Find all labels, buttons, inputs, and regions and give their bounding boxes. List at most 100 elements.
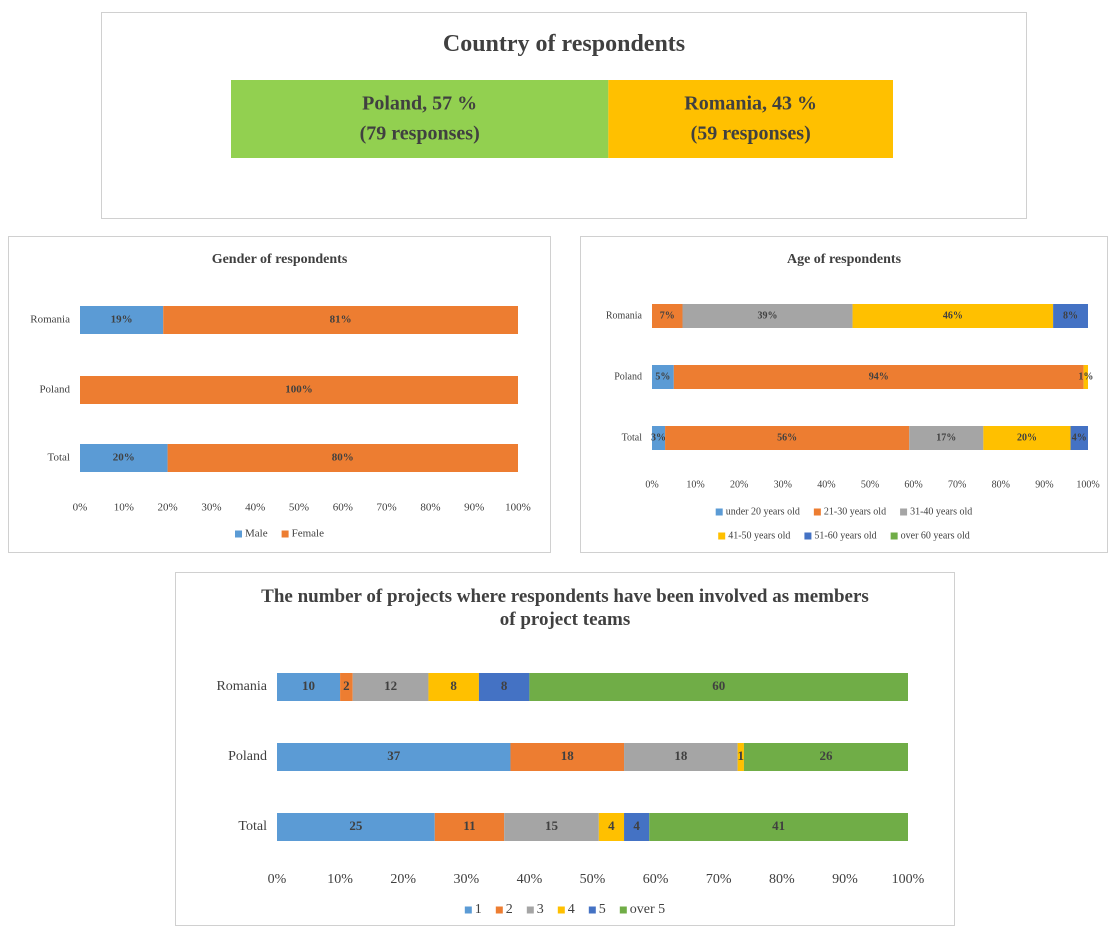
bar-segment	[743, 743, 908, 771]
x-tick-label: 10%	[327, 872, 353, 887]
x-tick-label: 90%	[832, 872, 858, 887]
x-tick-label: 40%	[517, 872, 543, 887]
data-label: Romania, 43 %	[684, 93, 817, 115]
legend-label: 3	[537, 902, 544, 917]
legend-swatch	[588, 906, 596, 914]
x-tick-label: 70%	[706, 872, 732, 887]
data-label: 39%	[758, 310, 778, 321]
data-label-note: (59 responses)	[691, 123, 811, 145]
bar-segment	[167, 444, 518, 472]
bar-segment	[737, 743, 744, 771]
data-label: 41	[772, 818, 785, 833]
x-tick-label: 100%	[892, 872, 925, 887]
data-label: 60	[712, 678, 725, 693]
data-label: 19%	[111, 314, 133, 326]
bar-segment	[1070, 426, 1088, 450]
data-label: 18	[561, 748, 575, 763]
bar-segment	[608, 80, 893, 158]
data-label: 17%	[936, 432, 956, 443]
legend-swatch	[813, 508, 821, 516]
y-tick-label: Total	[48, 452, 70, 464]
legend-label: 4	[568, 902, 575, 917]
x-tick-label: 80%	[420, 502, 440, 514]
legend-label: 2	[506, 902, 513, 917]
bar-segment	[529, 673, 908, 701]
y-tick-label: Total	[622, 432, 643, 443]
legend-label: 41-50 years old	[728, 530, 790, 541]
y-tick-label: Total	[238, 819, 267, 834]
x-tick-label: 90%	[464, 502, 484, 514]
bar-segment	[1053, 304, 1088, 328]
x-tick-label: 10%	[114, 502, 134, 514]
bar-segment	[163, 306, 518, 334]
data-label: 1	[738, 748, 745, 763]
data-label: 20%	[113, 452, 135, 464]
bar-segment	[598, 813, 625, 841]
data-label: 100%	[285, 384, 313, 396]
bar-segment	[682, 304, 853, 328]
x-tick-label: 80%	[992, 479, 1010, 490]
data-label: 56%	[777, 432, 797, 443]
legend-swatch	[718, 532, 726, 540]
legend-swatch	[235, 530, 242, 538]
bar-segment	[478, 673, 530, 701]
x-tick-label: 40%	[245, 502, 265, 514]
x-tick-label: 30%	[201, 502, 221, 514]
x-tick-label: 30%	[453, 872, 479, 887]
x-tick-label: 80%	[769, 872, 795, 887]
legend-swatch	[557, 906, 565, 914]
legend-label: 51-60 years old	[814, 530, 876, 541]
data-label: 3%	[651, 432, 666, 443]
bar-segment	[652, 426, 666, 450]
x-tick-label: 20%	[730, 479, 748, 490]
x-tick-label: 0%	[73, 502, 88, 514]
x-tick-label: 40%	[817, 479, 835, 490]
x-tick-label: 70%	[377, 502, 397, 514]
legend-swatch	[804, 532, 812, 540]
bar-segment	[277, 813, 435, 841]
data-label: 11	[463, 818, 475, 833]
legend-label: 1	[475, 902, 482, 917]
x-tick-label: 60%	[333, 502, 353, 514]
legend-swatch	[619, 906, 627, 914]
bar-segment	[428, 673, 479, 701]
bar-segment	[852, 304, 1054, 328]
y-tick-label: Poland	[228, 749, 267, 764]
bar-segment	[652, 365, 674, 389]
data-label: 5%	[655, 371, 670, 382]
data-label: 4	[633, 818, 640, 833]
legend-swatch	[890, 532, 898, 540]
chart-title: Country of respondents	[442, 31, 686, 57]
bar-segment	[1083, 365, 1088, 389]
data-label: 15	[545, 818, 559, 833]
data-label: 20%	[1017, 432, 1037, 443]
data-label-note: (79 responses)	[360, 123, 480, 145]
y-tick-label: Romania	[606, 310, 643, 321]
bar-segment	[80, 444, 168, 472]
bar-segment	[277, 673, 341, 701]
bar-segment	[277, 743, 511, 771]
x-tick-label: 50%	[580, 872, 606, 887]
bar-segment	[434, 813, 505, 841]
x-tick-label: 100%	[505, 502, 531, 514]
bar-segment	[909, 426, 984, 450]
bar-segment	[673, 365, 1084, 389]
bar-segment	[504, 813, 599, 841]
data-label: 12	[384, 678, 397, 693]
legend-label: 21-30 years old	[824, 506, 886, 517]
x-tick-label: 20%	[390, 872, 416, 887]
bar-segment	[652, 304, 683, 328]
x-tick-label: 90%	[1035, 479, 1053, 490]
bar-segment	[624, 813, 650, 841]
chart-title: Gender of respondents	[211, 252, 348, 267]
chart-title: The number of projects where respondents…	[261, 586, 869, 630]
x-tick-label: 70%	[948, 479, 966, 490]
legend-label: over 60 years old	[901, 530, 970, 541]
legend-label: Female	[292, 528, 324, 540]
x-tick-label: 0%	[645, 479, 658, 490]
data-label: 94%	[869, 371, 889, 382]
data-label: 10	[302, 678, 315, 693]
bar-segment	[80, 376, 518, 404]
